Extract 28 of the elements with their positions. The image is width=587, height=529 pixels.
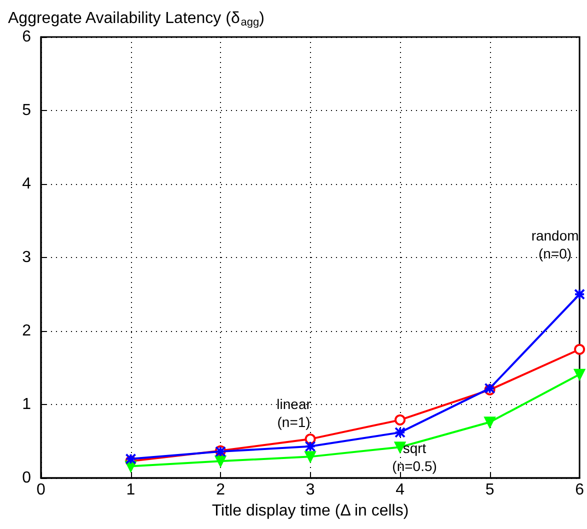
x-tick-label: 1 — [126, 482, 136, 498]
point — [394, 414, 406, 426]
x-tick-label: 4 — [396, 482, 405, 498]
point — [574, 368, 586, 380]
point — [394, 426, 406, 438]
x-tick-label: 3 — [306, 482, 315, 498]
point — [304, 451, 316, 462]
y-tick-label: 2 — [22, 322, 32, 340]
x-tick-label: 2 — [216, 482, 226, 498]
x-tick-label: 0 — [36, 482, 46, 498]
x-tick-label: 6 — [575, 482, 584, 498]
series-label: linear (n=1) — [276, 396, 312, 430]
y-tick-label: 1 — [22, 396, 32, 413]
text: random (n=0) — [531, 227, 579, 262]
series-label: sqrt (n=0.5) — [392, 440, 437, 474]
y-tick-label: 0 — [22, 470, 32, 486]
point — [574, 344, 586, 355]
point — [574, 288, 586, 300]
point — [215, 456, 226, 467]
x-axis-title: Title display time (Δ in cells) — [212, 502, 409, 520]
y-tick-label: 6 — [22, 28, 32, 46]
point — [484, 416, 496, 428]
y-tick-label: 5 — [22, 102, 32, 119]
point — [304, 440, 316, 452]
x-tick-label: 5 — [485, 482, 494, 498]
y-tick-label: 3 — [22, 249, 32, 266]
point — [125, 453, 136, 464]
y-tick-label: 4 — [22, 176, 32, 192]
